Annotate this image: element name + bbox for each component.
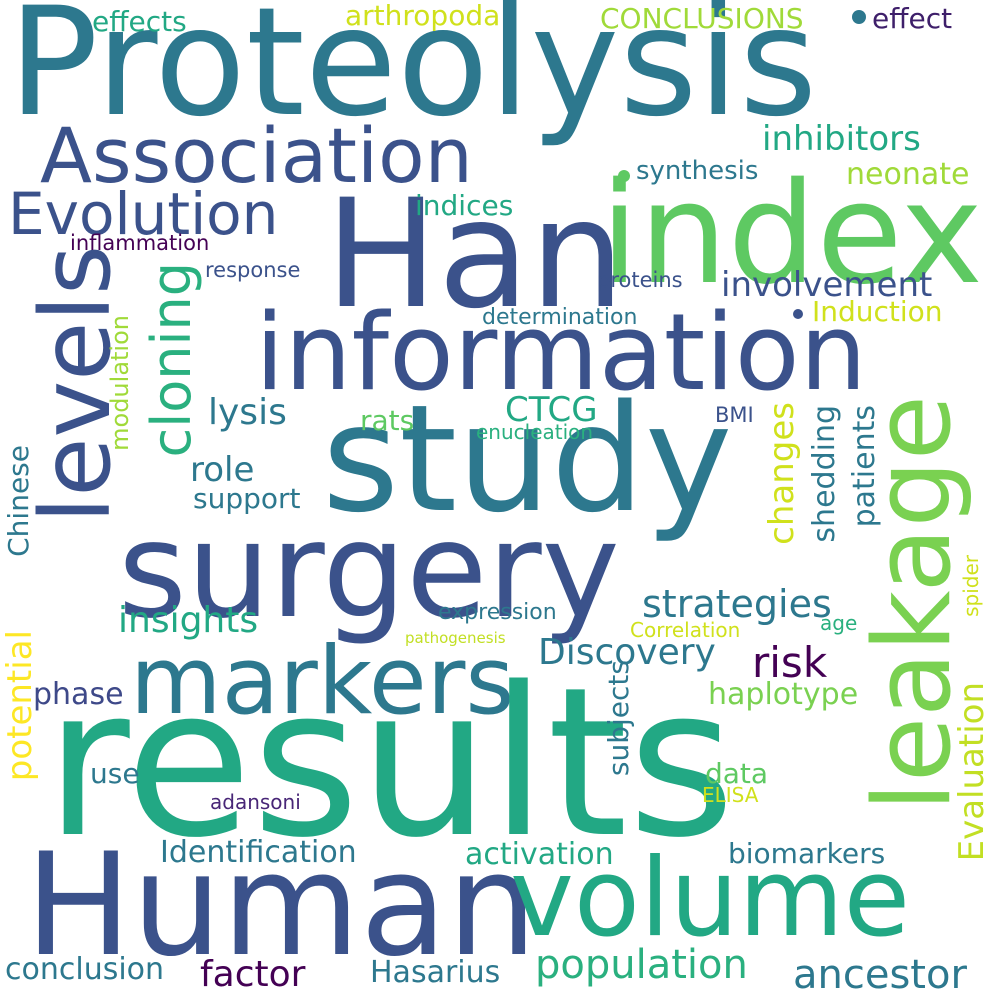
- word-conclusion: conclusion: [5, 952, 165, 987]
- word-proteolysis: Proteolysis: [8, 0, 818, 150]
- word-han: Han: [325, 168, 625, 342]
- word-factor: factor: [200, 954, 306, 995]
- word-neonate: neonate: [846, 157, 970, 192]
- word-lysis: lysis: [208, 392, 287, 433]
- word-activation: activation: [465, 837, 614, 872]
- dot-marker: [618, 170, 630, 182]
- word-ancestor: ancestor: [793, 952, 967, 998]
- word-synthesis: synthesis: [636, 156, 759, 186]
- word-adansoni: adansoni: [210, 790, 301, 814]
- word-chinese: Chinese: [2, 445, 35, 557]
- word-role: role: [190, 450, 255, 490]
- word-effect: effect: [872, 2, 953, 35]
- word-study: study: [322, 373, 733, 545]
- word-effects: effects: [92, 5, 187, 38]
- word-association: Association: [40, 111, 473, 200]
- word-age: age: [820, 611, 858, 635]
- word-correlation: Correlation: [630, 618, 741, 642]
- word-identification: Identification: [160, 835, 357, 870]
- word-shedding: shedding: [807, 405, 842, 543]
- word-modulation: modulation: [106, 315, 134, 451]
- word-strategies: strategies: [642, 582, 832, 626]
- word-population: population: [535, 942, 748, 988]
- word-proteins: proteins: [597, 268, 683, 292]
- word-elisa: ELISA: [702, 783, 759, 807]
- word-induction: Induction: [812, 295, 943, 328]
- word-patients: patients: [847, 405, 882, 528]
- word-biomarkers: biomarkers: [728, 837, 886, 870]
- word-support: support: [193, 482, 301, 515]
- word-rats: rats: [360, 404, 415, 437]
- word-conclusions: CONCLUSIONS: [600, 2, 804, 35]
- word-response: response: [205, 258, 301, 282]
- word-data: data: [705, 757, 769, 790]
- word-indices: indices: [415, 189, 514, 222]
- word-cloning: cloning: [140, 262, 203, 458]
- word-involvement: involvement: [721, 265, 933, 305]
- word-changes: changes: [762, 402, 802, 545]
- word-results: results: [45, 643, 736, 883]
- word-potential: potential: [0, 630, 40, 782]
- word-determination: determination: [482, 305, 638, 330]
- dot-marker: [852, 10, 866, 24]
- word-pathogenesis: pathogenesis: [405, 629, 506, 647]
- word-evolution: Evolution: [8, 180, 279, 248]
- word-volume: volume: [510, 836, 911, 961]
- word-spider: spider: [959, 555, 983, 617]
- word-inhibitors: inhibitors: [762, 119, 921, 159]
- word-index: index: [600, 153, 984, 316]
- word-inflammation: inflammation: [70, 231, 210, 255]
- word-surgery: surgery: [118, 494, 620, 648]
- word-risk: risk: [752, 638, 828, 687]
- word-expression: expression: [438, 600, 557, 625]
- word-human: Human: [25, 823, 538, 988]
- word-arthropoda: arthropoda: [345, 0, 501, 32]
- word-subjects: subjects: [602, 660, 635, 777]
- word-markers: markers: [130, 627, 515, 736]
- word-discovery: Discovery: [538, 632, 716, 673]
- word-use: use: [90, 757, 140, 790]
- word-haplotype: haplotype: [708, 677, 859, 712]
- word-information: information: [255, 291, 867, 414]
- word-enucleation: enucleation: [476, 420, 594, 444]
- word-hasarius: Hasarius: [370, 955, 501, 990]
- word-evaluation: Evaluation: [952, 682, 992, 862]
- word-ctcg: CTCG: [505, 390, 598, 430]
- dot-marker: [793, 309, 803, 319]
- word-phase: phase: [33, 677, 124, 712]
- word-insights: insights: [118, 600, 259, 641]
- word-bmi: BMI: [715, 403, 754, 427]
